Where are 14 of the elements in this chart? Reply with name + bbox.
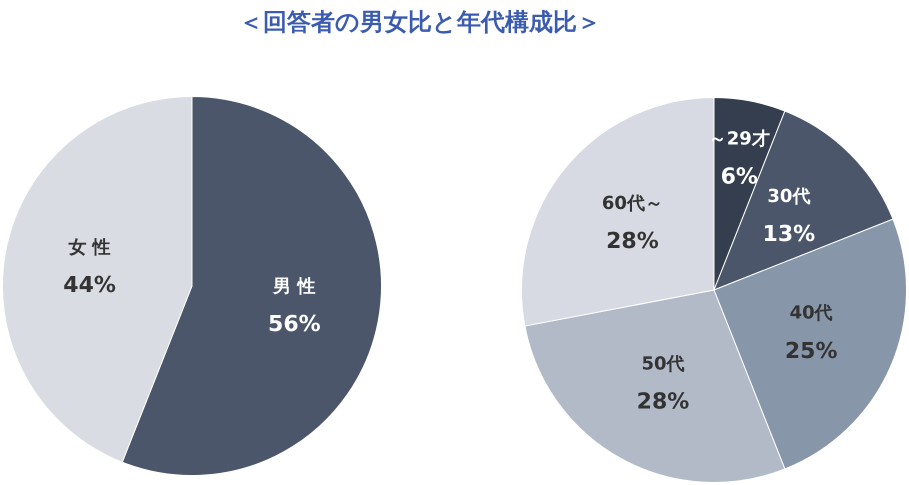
data-label: 13% (762, 222, 816, 247)
chart-title: ＜回答者の男女比と年代構成比＞ (238, 7, 602, 38)
data-label: 56% (268, 312, 321, 338)
slice-label: 女 性 (67, 237, 111, 258)
slice-label: 50代 (641, 353, 685, 374)
slice-label: 40代 (790, 302, 833, 324)
slice-label: 30代 (767, 186, 810, 207)
data-label: 6% (720, 164, 758, 190)
slice-label: 60代～ (602, 193, 663, 214)
data-label: 25% (784, 338, 838, 364)
data-label: 28% (606, 229, 659, 254)
data-label: 28% (636, 390, 690, 414)
slice-label: 男 性 (272, 276, 316, 298)
data-label: 44% (63, 273, 116, 298)
